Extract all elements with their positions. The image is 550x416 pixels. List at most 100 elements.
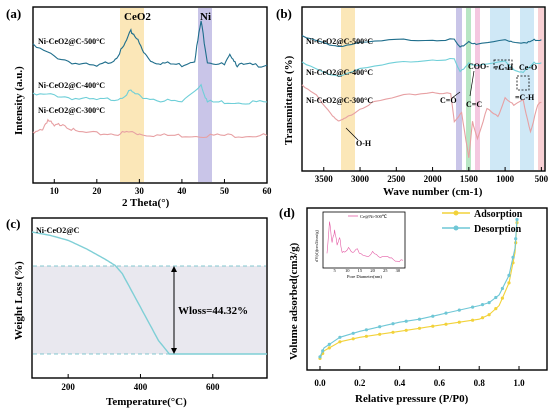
panel-c-xlabel: Temperature(°C): [106, 396, 187, 408]
inset-xticks: 5 10 15 20 25 30: [333, 268, 400, 273]
panel-a-label: (a): [6, 6, 21, 21]
isotherm-point: [364, 328, 368, 332]
isotherm-point: [318, 355, 322, 359]
inset-xtick-label: 20: [370, 268, 375, 273]
isotherm-point: [457, 320, 461, 324]
inset: Ce@Ni-500℃ dV(d)(cm3/nm/g) Pore Diameter…: [314, 211, 406, 279]
band-label-ceo2: CeO2: [124, 11, 151, 23]
isotherm-point: [417, 317, 422, 321]
isotherm-point: [514, 237, 518, 241]
inset-ylabel: dV(d)(cm3/nm/g): [314, 230, 319, 262]
co-band: [456, 8, 462, 170]
inset-xtick-label: 10: [345, 268, 350, 273]
isotherm-point: [417, 326, 422, 330]
ch-dashed-box: [493, 59, 513, 70]
isotherm-point: [391, 322, 395, 326]
xtick-label-a: 10: [50, 186, 60, 196]
isotherm-point: [391, 330, 395, 334]
isotherm-point: [515, 217, 519, 222]
panel-a-ylabel: Intensity (a.u.): [13, 66, 25, 135]
isotherm-point: [338, 340, 342, 344]
isotherm-point: [378, 325, 382, 329]
isotherm-point: [431, 324, 435, 328]
panel-c-xticks: 200 400 600: [61, 374, 220, 392]
annot-cc: C=C: [466, 100, 482, 109]
panel-b-frame: [301, 6, 546, 172]
ni-band: [198, 8, 212, 182]
panel-a-frame: [32, 6, 268, 184]
isotherm-point: [444, 322, 448, 326]
oh-band: [341, 8, 355, 170]
panel-a-series: [32, 20, 268, 139]
panel-d-xticks: 0.0 0.2 0.4 0.6 0.8 1.0: [314, 366, 525, 388]
xtick-label-b: 500: [535, 174, 549, 184]
edge-band: [538, 8, 544, 170]
annot-oh: O-H: [356, 139, 372, 148]
isotherm-point: [364, 334, 368, 338]
legend-des-marker: [453, 225, 459, 231]
xtick-label-a: 40: [177, 186, 187, 196]
annot-co-leader: [451, 91, 461, 99]
panel-d-frame: [306, 207, 548, 371]
ch-band: [490, 8, 510, 170]
xtick-label-d: 0.2: [354, 378, 366, 388]
panel-b: Ni-CeO2@C-500°C Ni-CeO2@C-400°C Ni-CeO2@…: [276, 6, 549, 198]
isotherm-point: [480, 303, 485, 307]
wloss-arrow-down: [171, 348, 177, 354]
isotherm-point: [444, 311, 448, 315]
xtick-label-c: 200: [61, 382, 75, 392]
panel-a: CeO2 Ni Ni-CeO2@C-500°C Ni-CeO2@C-400°C …: [6, 6, 272, 209]
isotherm-point: [404, 328, 408, 332]
isotherm-0: [319, 222, 518, 359]
weight-loss-shade: [33, 266, 266, 354]
series-label-400: Ni-CeO2@C-400°C: [38, 81, 105, 90]
ftir-series-0: [301, 35, 542, 48]
annot-ceo: Ce-O: [519, 63, 537, 72]
annot-co: C=O: [440, 96, 457, 105]
panel-c-label: (c): [6, 216, 20, 231]
inset-xtick-label: 5: [333, 268, 336, 273]
isotherm-point: [511, 255, 515, 259]
isotherm-point: [351, 331, 355, 335]
panel-b-series: [301, 35, 542, 158]
panel-b-xlabel: Wave number (cm-1): [383, 186, 483, 198]
xtick-label-d: 0.0: [314, 378, 326, 388]
annot-coo-leader: [469, 70, 475, 97]
inset-xtick-label: 15: [358, 268, 363, 273]
isotherm-point: [457, 308, 461, 312]
isotherm-point: [494, 307, 498, 311]
xrd-series-2: [32, 118, 268, 139]
panel-c: Wloss=44.32% Ni-CeO2@C 200 400 600 (c) Wei…: [6, 216, 268, 408]
isotherm-point: [480, 316, 485, 320]
panel-d-xlabel: Relative pressure (P/P0): [355, 393, 469, 405]
isotherm-point: [487, 301, 491, 305]
isotherm-1: [319, 219, 518, 358]
xtick-label-c: 400: [134, 382, 148, 392]
annot-oh-leader: [345, 127, 359, 141]
xtick-label-c: 600: [206, 382, 220, 392]
series-label-b-300: Ni-CeO2@C-300°C: [306, 96, 373, 105]
wloss-arrow-up: [171, 266, 177, 272]
isotherm-point: [338, 335, 342, 339]
panel-a-xlabel: 2 Theta(°): [122, 197, 170, 209]
panel-b-ylabel: Transmittance (%): [283, 55, 295, 145]
inset-frame: [322, 211, 406, 269]
panel-c-title: Ni-CeO2@C: [36, 226, 80, 235]
inset-xtick-label: 25: [383, 268, 388, 273]
xtick-label-b: 2500: [387, 174, 406, 184]
xtick-label-d: 1.0: [513, 378, 525, 388]
panel-b-xticks: 3500 3000 2500 2000 1500 1000 500: [315, 167, 549, 184]
isotherm-point: [471, 318, 475, 322]
series-label-300: Ni-CeO2@C-300°C: [38, 106, 105, 115]
isotherm-point: [500, 296, 504, 300]
ftir-series-2: [301, 84, 542, 158]
panel-d: Adsorption Desorption Ce@Ni-500℃ dV(d)(c…: [279, 205, 548, 405]
xtick-label-b: 1500: [460, 174, 479, 184]
panel-c-ylabel: Weight Loss (%): [13, 261, 25, 340]
isotherm-point: [500, 286, 504, 291]
xtick-label-a: 50: [220, 186, 230, 196]
annot-ch-lower: =C-H: [515, 93, 535, 102]
tga-curve: [31, 231, 267, 355]
wloss-text: Wloss=44.32%: [178, 305, 248, 317]
